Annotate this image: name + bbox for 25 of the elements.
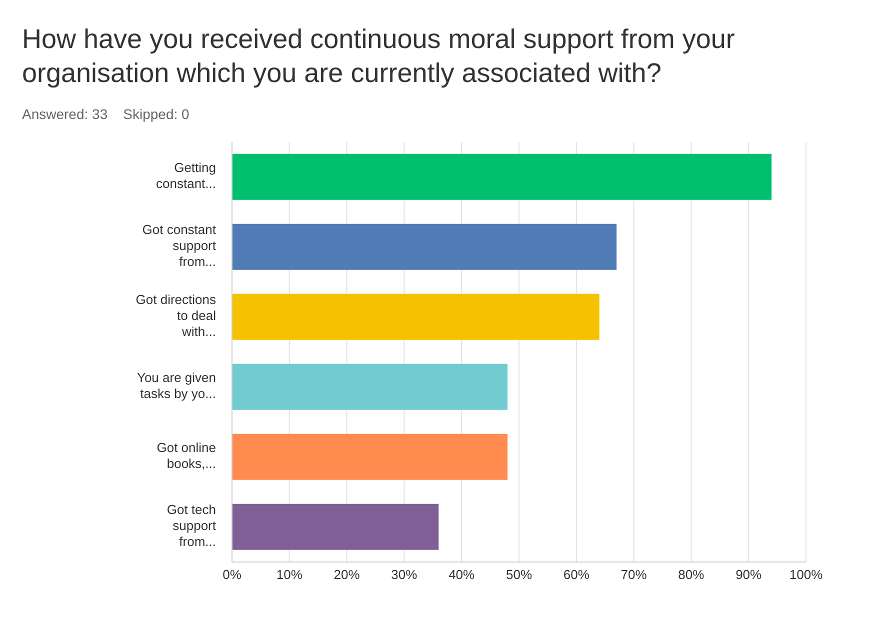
bar [232,224,617,270]
bar [232,294,600,340]
x-tick-label: 40% [448,567,476,582]
bar [232,434,508,480]
chart-title: How have you received continuous moral support from your organisation which you are currently associated with? [21,23,736,90]
x-tick-label: 70% [620,567,648,582]
y-tick-label: Getting constant... [156,160,216,192]
x-tick-label: 80% [678,567,705,582]
y-tick-label: Got directions to deal with... [136,292,216,340]
x-tick-label: 100% [789,567,824,582]
bar [232,364,508,410]
x-tick-label: 60% [563,567,590,582]
x-tick-label: 30% [391,567,418,582]
bar [232,154,772,200]
bar [232,504,439,550]
x-tick-label: 90% [736,567,762,582]
y-tick-label: You are given tasks by yo... [136,370,216,402]
x-tick-label: 50% [506,567,532,582]
y-tick-label: Got online books,... [156,440,216,472]
text: Answered: 33 Skipped: 0 [21,105,190,122]
x-tick-label: 20% [334,567,360,582]
y-tick-label: Got tech support from... [166,502,216,550]
y-tick-label: Got constant support from... [142,222,216,270]
x-tick-label: 0% [222,567,242,582]
x-tick-label: 10% [276,567,303,582]
